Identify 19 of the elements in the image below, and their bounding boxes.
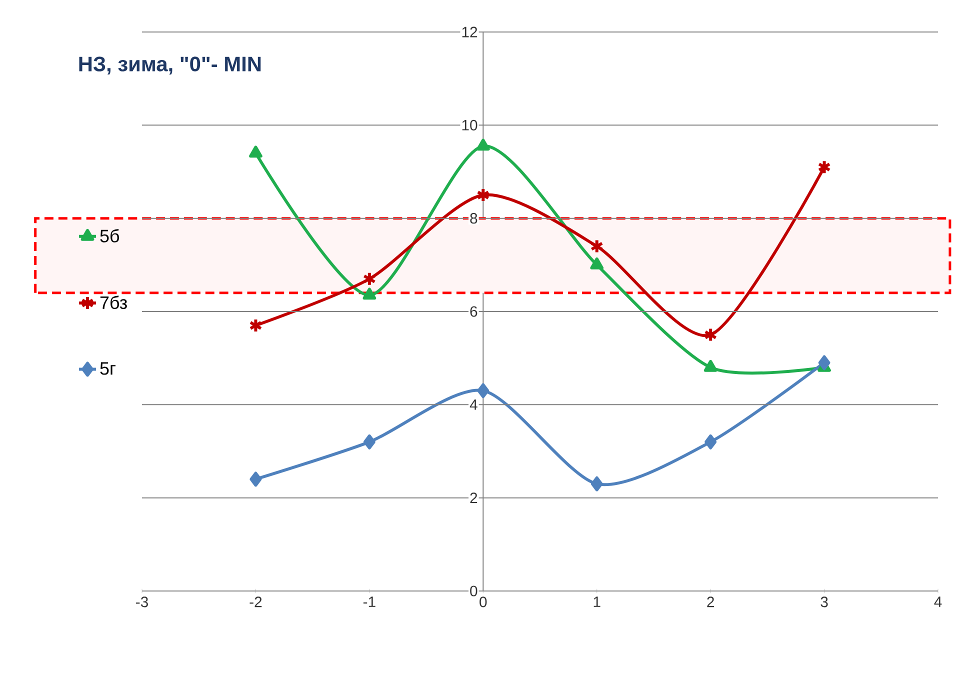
x-tick-label: 0 — [480, 596, 487, 608]
x-tick-label: 3 — [820, 596, 828, 608]
legend-label: 5г — [100, 362, 116, 375]
legend-label: 5б — [100, 229, 119, 242]
x-tick-label: 4 — [934, 596, 942, 607]
y-tick-label: 6 — [470, 306, 478, 317]
x-tick-label: -3 — [136, 596, 148, 608]
x-tick-label: -1 — [363, 596, 376, 607]
legend-label: 7бз — [100, 296, 127, 309]
x-tick-label: 2 — [707, 596, 714, 608]
y-tick-label: 4 — [470, 400, 478, 410]
y-tick-label: 8 — [470, 213, 478, 224]
y-tick-label: 12 — [462, 26, 478, 38]
y-tick-label: 2 — [470, 492, 478, 504]
text: НЗ, зима, "0"- MIN — [79, 56, 261, 74]
x-tick-label: -2 — [250, 596, 262, 608]
x-tick-label: 1 — [594, 596, 600, 607]
y-tick-label: 10 — [462, 120, 478, 130]
y-tick-label: 0 — [470, 586, 478, 596]
